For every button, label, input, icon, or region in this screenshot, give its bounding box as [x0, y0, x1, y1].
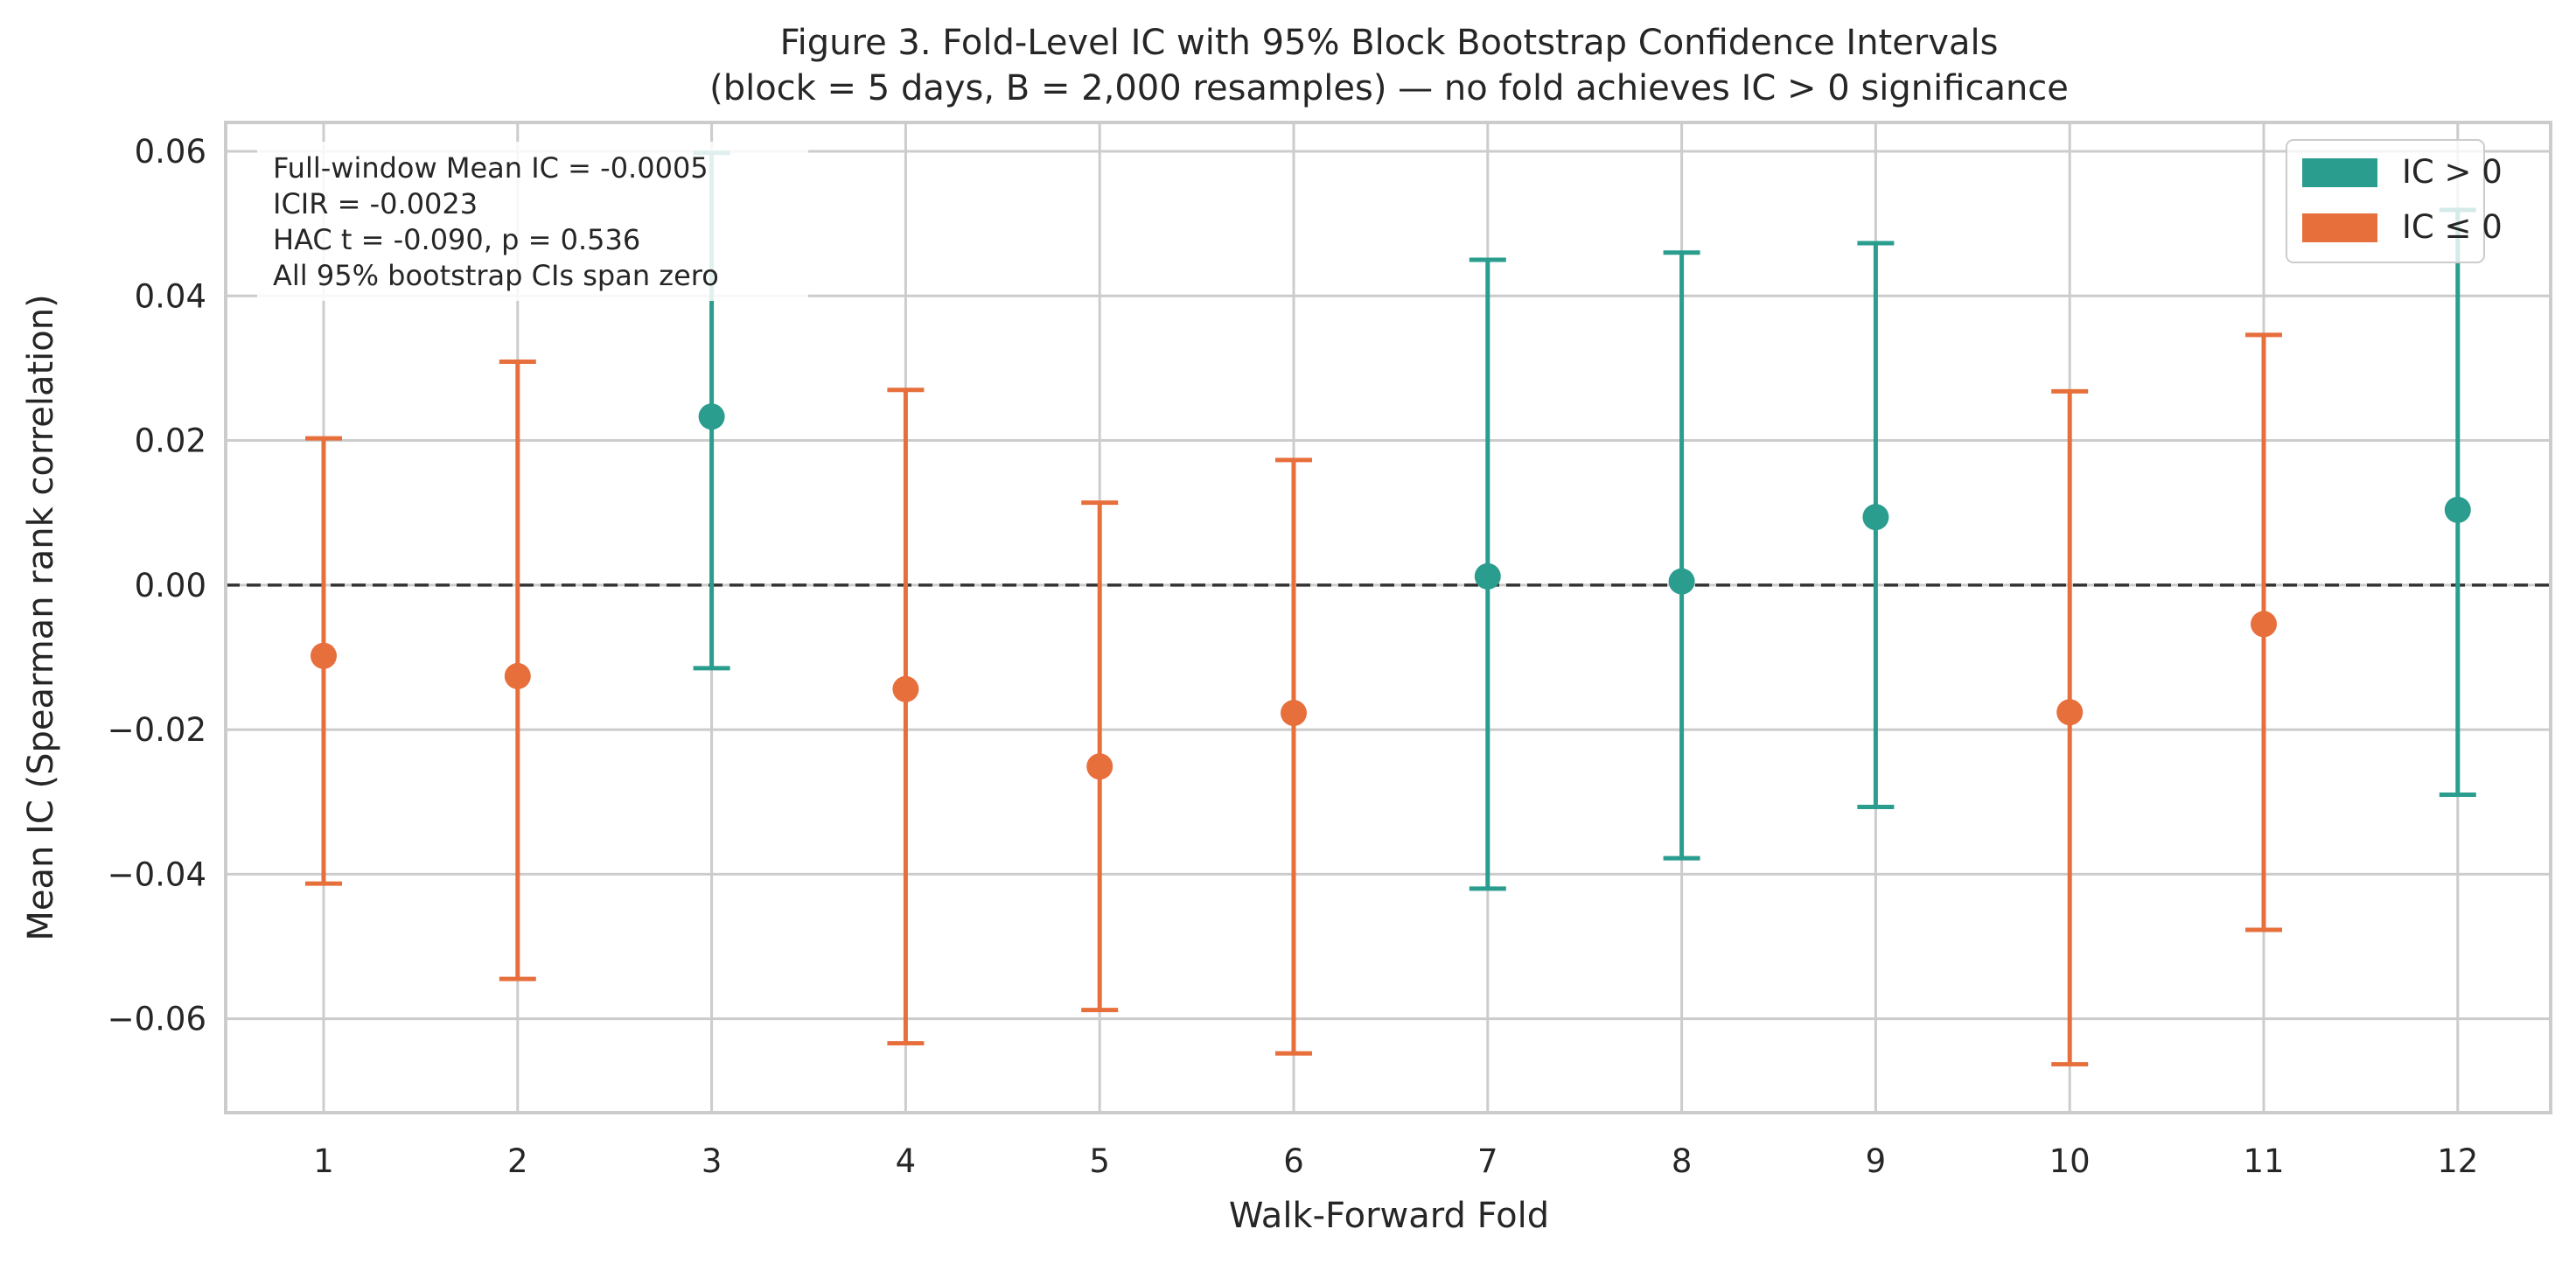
x-tick-label: 4 [896, 1142, 917, 1180]
mean-ic-point [698, 403, 725, 430]
x-tick-label: 12 [2437, 1142, 2478, 1180]
y-tick-label: −0.06 [108, 1001, 206, 1038]
fold-error-bar [2051, 388, 2089, 1067]
mean-ic-point [892, 675, 919, 702]
x-tick-label: 8 [1672, 1142, 1693, 1180]
y-tick-label: −0.02 [108, 711, 206, 749]
legend: IC > 0 IC ≤ 0 [2286, 139, 2503, 263]
x-tick-label: 9 [1866, 1142, 1887, 1180]
x-tick-label: 10 [2049, 1142, 2091, 1180]
legend-swatch-positive [2302, 158, 2377, 187]
mean-ic-point [311, 642, 337, 669]
annotation-line: ICIR = -0.0023 [273, 187, 478, 220]
annotation-background [257, 142, 808, 301]
x-tick-label: 6 [1283, 1142, 1304, 1180]
x-tick-label: 11 [2243, 1142, 2284, 1180]
fold-error-bar [305, 436, 342, 886]
legend-swatch-negative [2302, 213, 2377, 242]
x-tick-label: 5 [1089, 1142, 1110, 1180]
mean-ic-point [1474, 562, 1501, 590]
fold-error-bar [1663, 250, 1700, 861]
fold-error-bar [499, 359, 536, 981]
y-tick-label: 0.04 [135, 277, 206, 315]
legend-label-negative: IC ≤ 0 [2402, 208, 2503, 246]
x-tick-label: 2 [507, 1142, 528, 1180]
x-tick-label: 3 [702, 1142, 723, 1180]
annotation-line: All 95% bootstrap CIs span zero [273, 259, 719, 292]
mean-ic-point [1862, 504, 1889, 531]
fold-error-bar [887, 388, 925, 1046]
fold-error-bar [1469, 257, 1506, 891]
y-tick-label: 0.00 [135, 567, 206, 604]
x-tick-label: 7 [1477, 1142, 1498, 1180]
fold-error-bar [1081, 500, 1119, 1013]
fold-error-bar [1857, 241, 1895, 809]
annotation-line: HAC t = -0.090, p = 0.536 [273, 223, 640, 256]
y-tick-label: 0.02 [135, 422, 206, 460]
chart-title-line2: (block = 5 days, B = 2,000 resamples) — … [709, 68, 2069, 108]
mean-ic-point [1281, 700, 1307, 727]
mean-ic-point [2444, 496, 2471, 523]
x-tick-label: 1 [313, 1142, 334, 1180]
error-bar-series [305, 150, 2476, 1067]
mean-ic-point [1668, 568, 1695, 595]
legend-label-positive: IC > 0 [2402, 153, 2503, 191]
mean-ic-point [1086, 753, 1113, 780]
x-axis-label: Walk-Forward Fold [1229, 1196, 1549, 1236]
y-axis-label: Mean IC (Spearman rank correlation) [21, 294, 61, 940]
annotation-line: Full-window Mean IC = -0.0005 [273, 151, 709, 185]
fold-error-bar [2439, 207, 2476, 797]
x-axis-tick-labels: 1 2 3 4 5 6 7 8 9 10 11 12 [313, 1142, 2478, 1180]
fold-error-bar [2245, 332, 2282, 932]
chart-title-line1: Figure 3. Fold-Level IC with 95% Block B… [780, 23, 1999, 63]
y-axis-tick-labels: 0.06 0.04 0.02 0.00 −0.02 −0.04 −0.06 [108, 133, 206, 1038]
mean-ic-point [2251, 611, 2277, 638]
y-tick-label: 0.06 [135, 133, 206, 171]
mean-ic-point [504, 662, 531, 689]
mean-ic-point [2056, 699, 2084, 726]
fold-error-bar [1275, 457, 1312, 1056]
plot-area-frame [224, 121, 2552, 1114]
stats-annotation-box: Full-window Mean IC = -0.0005 ICIR = -0.… [257, 142, 808, 301]
y-tick-label: −0.04 [108, 855, 206, 893]
